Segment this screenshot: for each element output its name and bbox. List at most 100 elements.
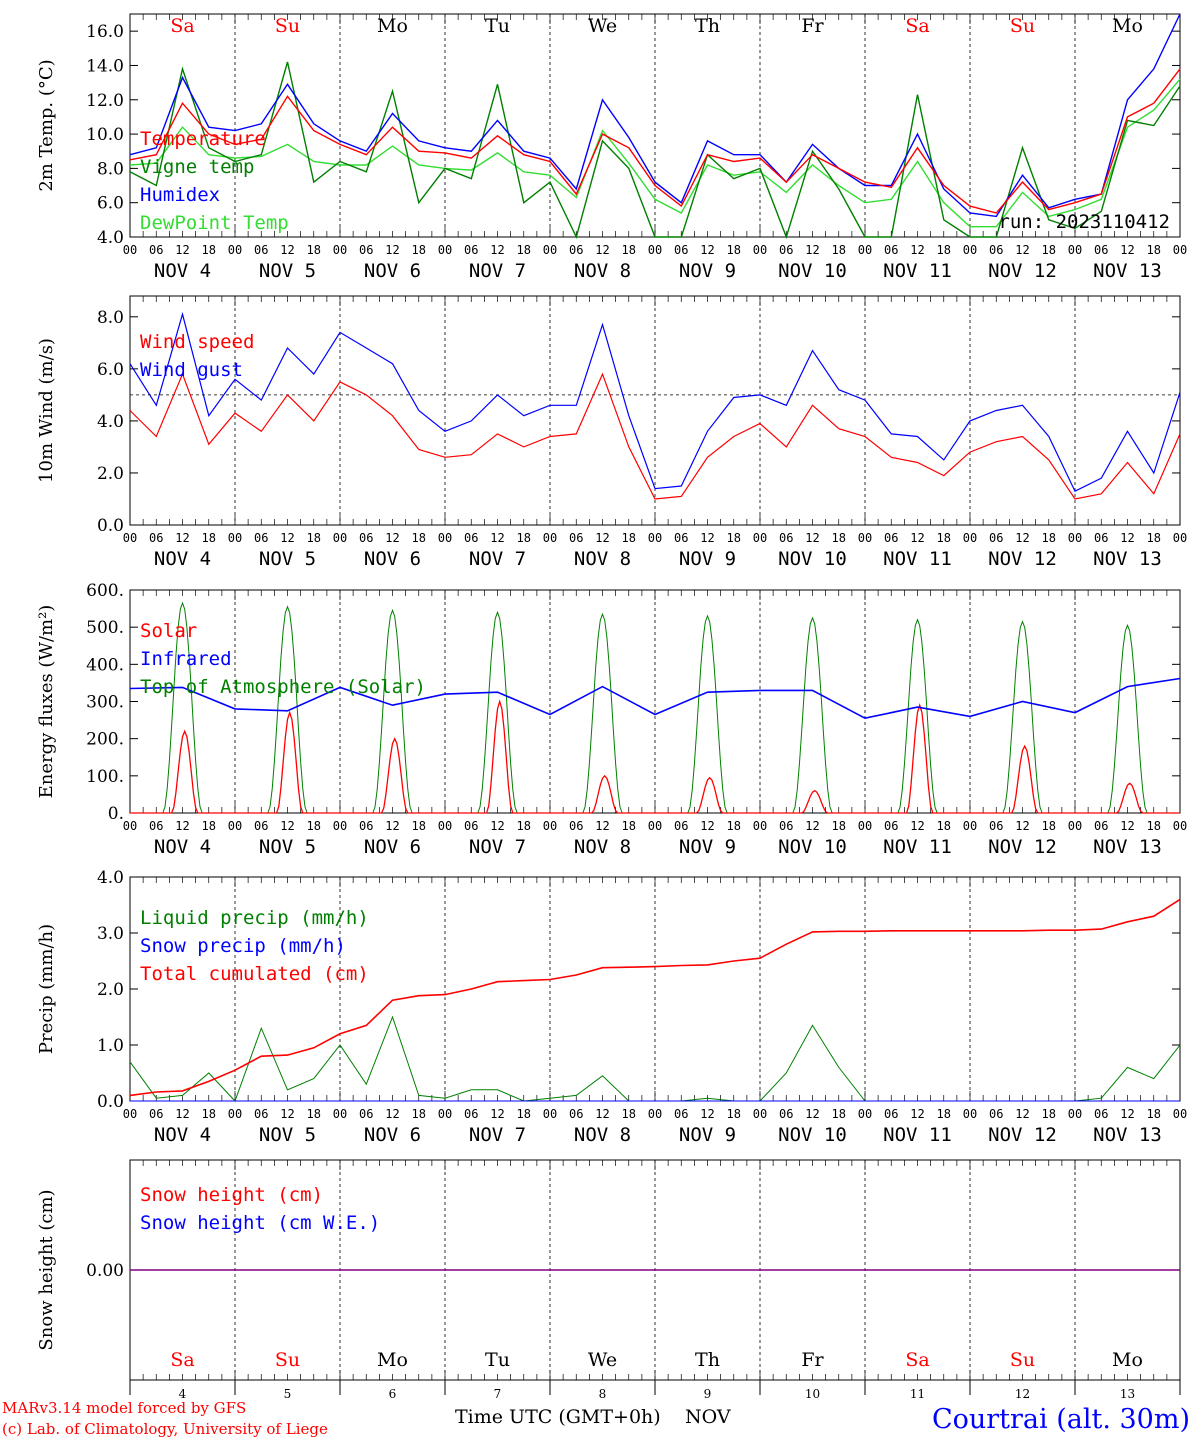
hour-label: 00 bbox=[963, 531, 977, 545]
weekday-label: Fr bbox=[801, 1349, 824, 1371]
weekday-label: We bbox=[588, 15, 617, 37]
weekday-label: We bbox=[588, 1349, 617, 1371]
series-line-vigne-temp bbox=[129, 61, 1181, 240]
hour-label: 06 bbox=[149, 1107, 163, 1121]
date-label: NOV 11 bbox=[883, 260, 952, 282]
hour-label: 12 bbox=[175, 1107, 189, 1121]
hour-label: 18 bbox=[727, 819, 741, 833]
weekday-label: Mo bbox=[1112, 15, 1143, 37]
hour-label: 06 bbox=[464, 1107, 478, 1121]
hour-label: 12 bbox=[280, 531, 294, 545]
legend-entry: Temperature bbox=[140, 128, 266, 150]
hour-label: 06 bbox=[989, 1107, 1003, 1121]
hour-label: 12 bbox=[1015, 819, 1029, 833]
x-axis-label: Time UTC (GMT+0h) bbox=[455, 1406, 661, 1428]
legend-entry: Snow height (cm W.E.) bbox=[140, 1212, 380, 1234]
hour-label: 12 bbox=[805, 819, 819, 833]
date-label: NOV 13 bbox=[1093, 548, 1162, 570]
y-axis-label: 10m Wind (m/s) bbox=[36, 338, 57, 483]
date-label: NOV 7 bbox=[469, 548, 526, 570]
hour-label: 12 bbox=[595, 531, 609, 545]
hour-label: 06 bbox=[989, 819, 1003, 833]
hour-label: 18 bbox=[937, 531, 951, 545]
weekday-label: Su bbox=[275, 15, 300, 37]
weekday-label: Sa bbox=[170, 1349, 194, 1371]
date-label: NOV 5 bbox=[259, 836, 316, 858]
hour-label: 12 bbox=[280, 819, 294, 833]
hour-label: 00 bbox=[648, 1107, 662, 1121]
hour-label: 00 bbox=[333, 1107, 347, 1121]
day-number: 5 bbox=[284, 1387, 292, 1401]
hour-label: 12 bbox=[805, 243, 819, 257]
hour-label: 06 bbox=[884, 243, 898, 257]
hour-label: 18 bbox=[1042, 819, 1056, 833]
hour-label: 06 bbox=[359, 531, 373, 545]
hour-label: 18 bbox=[937, 243, 951, 257]
hour-label: 06 bbox=[884, 531, 898, 545]
hour-label: 12 bbox=[595, 243, 609, 257]
y-tick-label: 12.0 bbox=[86, 91, 124, 111]
hour-label: 00 bbox=[1068, 531, 1082, 545]
y-tick-label: 8.0 bbox=[97, 308, 124, 328]
date-label: NOV 11 bbox=[883, 836, 952, 858]
hour-label: 12 bbox=[1120, 819, 1134, 833]
y-tick-label: 600. bbox=[86, 581, 124, 601]
hour-label: 12 bbox=[1015, 531, 1029, 545]
hour-label: 00 bbox=[1068, 819, 1082, 833]
hour-label: 00 bbox=[753, 243, 767, 257]
hour-label: 00 bbox=[1068, 1107, 1082, 1121]
hour-label: 00 bbox=[1173, 243, 1187, 257]
hour-label: 00 bbox=[123, 531, 137, 545]
hour-label: 00 bbox=[963, 243, 977, 257]
date-label: NOV 7 bbox=[469, 1124, 526, 1146]
y-axis-label: Snow height (cm) bbox=[36, 1189, 57, 1350]
hour-label: 06 bbox=[884, 1107, 898, 1121]
hour-label: 00 bbox=[648, 531, 662, 545]
hour-label: 00 bbox=[333, 531, 347, 545]
legend-entry: Snow precip (mm/h) bbox=[140, 935, 346, 957]
legend-entry: Top of Atmosphere (Solar) bbox=[140, 676, 426, 698]
y-tick-label: 300. bbox=[86, 693, 124, 713]
hour-label: 12 bbox=[175, 243, 189, 257]
hour-label: 12 bbox=[700, 819, 714, 833]
hour-label: 00 bbox=[1173, 1107, 1187, 1121]
hour-label: 06 bbox=[149, 531, 163, 545]
legend-entry: Liquid precip (mm/h) bbox=[140, 907, 369, 929]
hour-label: 06 bbox=[149, 243, 163, 257]
hour-label: 06 bbox=[989, 531, 1003, 545]
legend-entry: Total cumulated (cm) bbox=[140, 963, 369, 985]
hour-label: 12 bbox=[385, 819, 399, 833]
date-label: NOV 10 bbox=[778, 548, 847, 570]
y-tick-label: 8.0 bbox=[97, 159, 124, 179]
hour-label: 12 bbox=[805, 531, 819, 545]
hour-label: 18 bbox=[1042, 531, 1056, 545]
hour-label: 18 bbox=[727, 1107, 741, 1121]
hour-label: 00 bbox=[438, 243, 452, 257]
hour-label: 18 bbox=[517, 531, 531, 545]
y-axis-label: Energy fluxes (W/m²) bbox=[36, 605, 57, 799]
hour-label: 18 bbox=[1147, 819, 1161, 833]
date-label: NOV 11 bbox=[883, 548, 952, 570]
date-label: NOV 4 bbox=[154, 260, 211, 282]
hour-label: 12 bbox=[910, 531, 924, 545]
series-line-wind-gust bbox=[129, 311, 1181, 493]
hour-label: 12 bbox=[910, 819, 924, 833]
weekday-label: Su bbox=[275, 1349, 300, 1371]
hour-label: 18 bbox=[517, 819, 531, 833]
hour-label: 12 bbox=[175, 819, 189, 833]
day-number: 10 bbox=[805, 1387, 820, 1401]
hour-label: 12 bbox=[490, 531, 504, 545]
day-number: 12 bbox=[1015, 1387, 1030, 1401]
legend-entry: Solar bbox=[140, 620, 197, 642]
hour-label: 00 bbox=[438, 1107, 452, 1121]
y-tick-label: 4.0 bbox=[97, 868, 124, 888]
hour-label: 06 bbox=[464, 819, 478, 833]
date-label: NOV 10 bbox=[778, 260, 847, 282]
hour-label: 12 bbox=[490, 243, 504, 257]
hour-label: 18 bbox=[307, 819, 321, 833]
date-label: NOV 13 bbox=[1093, 260, 1162, 282]
hour-label: 18 bbox=[1042, 243, 1056, 257]
hour-label: 18 bbox=[517, 243, 531, 257]
y-tick-label: 16.0 bbox=[86, 22, 124, 42]
